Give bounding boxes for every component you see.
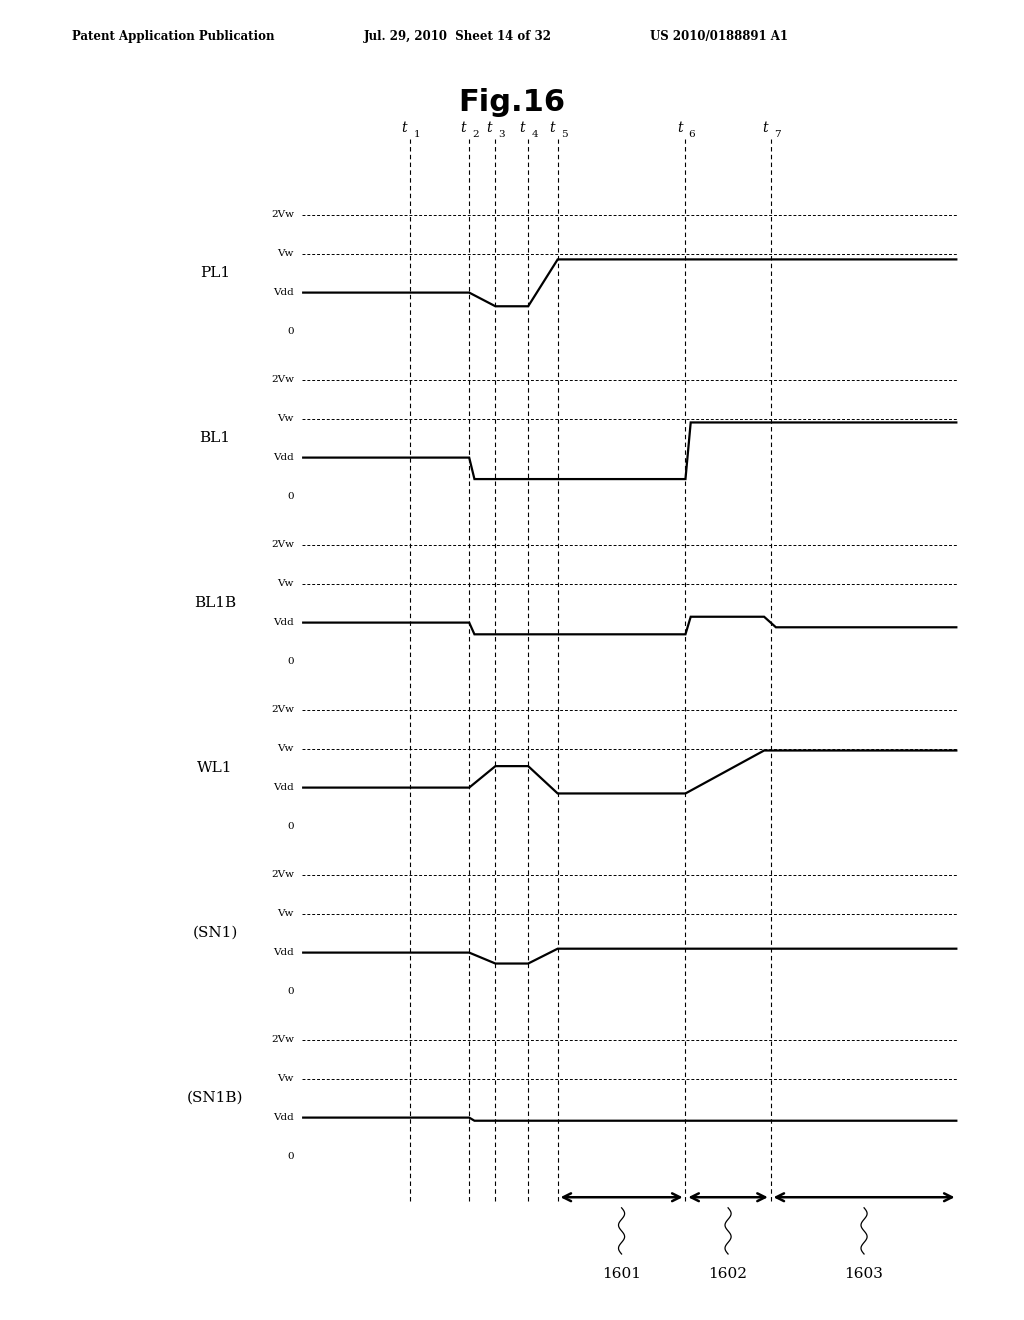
Text: Vdd: Vdd [273, 783, 294, 792]
Text: 6: 6 [688, 129, 695, 139]
Text: 0: 0 [288, 1152, 294, 1162]
Text: Vw: Vw [278, 744, 294, 752]
Text: 0: 0 [288, 987, 294, 997]
Text: (SN1): (SN1) [193, 927, 238, 940]
Text: Patent Application Publication: Patent Application Publication [72, 29, 274, 42]
Text: 0: 0 [288, 822, 294, 832]
Text: (SN1B): (SN1B) [186, 1092, 244, 1105]
Text: Vdd: Vdd [273, 948, 294, 957]
Text: t: t [486, 120, 493, 135]
Text: Vw: Vw [278, 1074, 294, 1082]
Text: 0: 0 [288, 327, 294, 337]
Text: 1603: 1603 [845, 1267, 884, 1282]
Text: 7: 7 [774, 129, 780, 139]
Text: t: t [762, 120, 768, 135]
Text: 2Vw: 2Vw [271, 870, 294, 879]
Text: 3: 3 [499, 129, 505, 139]
Text: PL1: PL1 [200, 267, 230, 280]
Text: Vdd: Vdd [273, 618, 294, 627]
Text: 1601: 1601 [602, 1267, 641, 1282]
Text: BL1: BL1 [200, 432, 230, 445]
Text: Vw: Vw [278, 909, 294, 917]
Text: t: t [677, 120, 682, 135]
Text: 2Vw: 2Vw [271, 210, 294, 219]
Text: WL1: WL1 [198, 762, 232, 775]
Text: t: t [401, 120, 408, 135]
Text: 1602: 1602 [709, 1267, 748, 1282]
Text: Fig.16: Fig.16 [459, 88, 565, 117]
Text: Vdd: Vdd [273, 453, 294, 462]
Text: 1: 1 [414, 129, 420, 139]
Text: 0: 0 [288, 492, 294, 502]
Text: Vw: Vw [278, 579, 294, 587]
Text: 4: 4 [531, 129, 538, 139]
Text: t: t [461, 120, 466, 135]
Text: 0: 0 [288, 657, 294, 667]
Text: 2Vw: 2Vw [271, 1035, 294, 1044]
Text: BL1B: BL1B [194, 597, 237, 610]
Text: Jul. 29, 2010  Sheet 14 of 32: Jul. 29, 2010 Sheet 14 of 32 [364, 29, 552, 42]
Text: US 2010/0188891 A1: US 2010/0188891 A1 [650, 29, 788, 42]
Text: t: t [519, 120, 525, 135]
Text: t: t [549, 120, 555, 135]
Text: Vdd: Vdd [273, 1113, 294, 1122]
Text: 2Vw: 2Vw [271, 705, 294, 714]
Text: 2Vw: 2Vw [271, 375, 294, 384]
Text: 5: 5 [561, 129, 567, 139]
Text: Vdd: Vdd [273, 288, 294, 297]
Text: 2: 2 [472, 129, 479, 139]
Text: Vw: Vw [278, 249, 294, 257]
Text: Vw: Vw [278, 414, 294, 422]
Text: 2Vw: 2Vw [271, 540, 294, 549]
